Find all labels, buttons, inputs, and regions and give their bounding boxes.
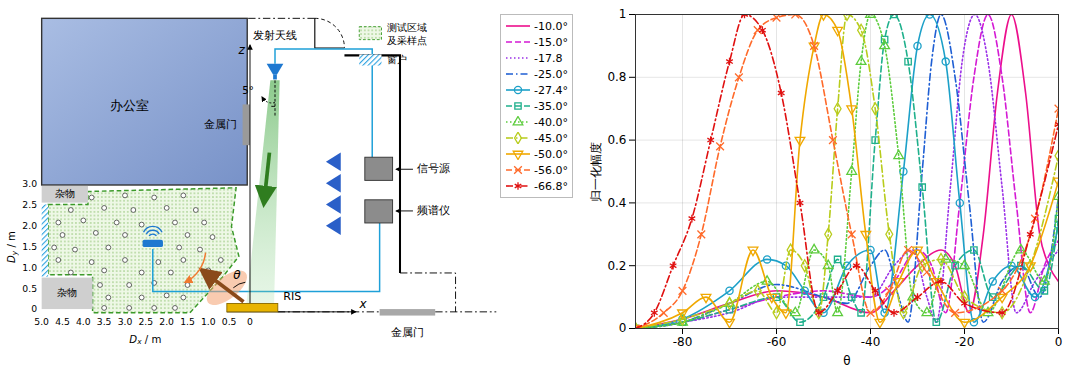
html-text:-56.0°: -56.0°: [534, 163, 568, 177]
html-text:-45.0°: -45.0°: [534, 131, 568, 145]
svg-text:0.8: 0.8: [607, 70, 626, 84]
html-text:-27.4°: -27.4°: [534, 83, 568, 97]
svg-text:0: 0: [31, 304, 37, 315]
svg-text:3.0: 3.0: [22, 179, 37, 190]
html-text:-25.0°: -25.0°: [534, 67, 568, 81]
svg-text:发射天线: 发射天线: [253, 29, 297, 42]
html-text:-50.0°: -50.0°: [534, 147, 568, 161]
svg-text:归一化幅度: 归一化幅度: [589, 142, 603, 202]
svg-text:1.5: 1.5: [180, 316, 195, 327]
svg-text:2.0: 2.0: [159, 316, 174, 327]
svg-text:-40: -40: [861, 335, 881, 349]
svg-text:办公室: 办公室: [110, 98, 149, 113]
html-text:-40.0°: -40.0°: [534, 115, 568, 129]
svg-text:4.5: 4.5: [55, 316, 70, 327]
svg-text:金属门: 金属门: [204, 118, 237, 131]
svg-text:0.6: 0.6: [607, 133, 626, 147]
html-text:-66.8°: -66.8°: [534, 179, 568, 193]
svg-text:4.0: 4.0: [76, 316, 91, 327]
svg-text:金属门: 金属门: [391, 326, 424, 339]
svg-text:0: 0: [247, 316, 253, 327]
html-text:-10.0°: -10.0°: [534, 19, 568, 33]
svg-text:5.0: 5.0: [34, 316, 49, 327]
html-text:-15.0°: -15.0°: [534, 35, 568, 49]
svg-text:5°: 5°: [242, 85, 254, 96]
svg-text:1.0: 1.0: [201, 316, 216, 327]
svg-text:杂物: 杂物: [57, 287, 77, 298]
svg-text:x: x: [358, 297, 367, 311]
svg-text:频谱仪: 频谱仪: [417, 204, 450, 217]
svg-text:2.5: 2.5: [22, 199, 37, 210]
svg-text:Dx / m: Dx / m: [129, 334, 161, 347]
svg-text:-20: -20: [955, 335, 975, 349]
svg-text:1: 1: [619, 7, 627, 21]
svg-text:信号源: 信号源: [417, 162, 450, 175]
html-text:-35.0°: -35.0°: [534, 99, 568, 113]
svg-text:3.5: 3.5: [97, 316, 112, 327]
svg-text:-80: -80: [673, 335, 693, 349]
svg-text:1.5: 1.5: [22, 241, 37, 252]
svg-text:1.0: 1.0: [22, 262, 37, 273]
svg-text:窗户: 窗户: [387, 54, 407, 65]
svg-text:0.2: 0.2: [607, 259, 626, 273]
svg-text:3.0: 3.0: [118, 316, 133, 327]
svg-text:杂物: 杂物: [55, 188, 75, 199]
svg-text:0.5: 0.5: [222, 316, 237, 327]
svg-text:Dy / m: Dy / m: [6, 231, 19, 263]
svg-text:0: 0: [1055, 335, 1063, 349]
svg-text:0.5: 0.5: [22, 283, 37, 294]
svg-text:0.4: 0.4: [607, 196, 626, 210]
svg-text:2.5: 2.5: [138, 316, 153, 327]
html-text:-17.8: -17.8: [534, 51, 563, 65]
svg-text:测试区域: 测试区域: [387, 22, 427, 33]
svg-text:z: z: [238, 43, 246, 57]
svg-text:2.0: 2.0: [22, 220, 37, 231]
svg-text:-60: -60: [767, 335, 787, 349]
svg-text:及采样点: 及采样点: [387, 35, 427, 46]
svg-text:θ: θ: [843, 354, 850, 368]
svg-text:θ: θ: [233, 268, 241, 282]
svg-text:0: 0: [619, 321, 627, 335]
svg-text:RIS: RIS: [283, 290, 301, 303]
